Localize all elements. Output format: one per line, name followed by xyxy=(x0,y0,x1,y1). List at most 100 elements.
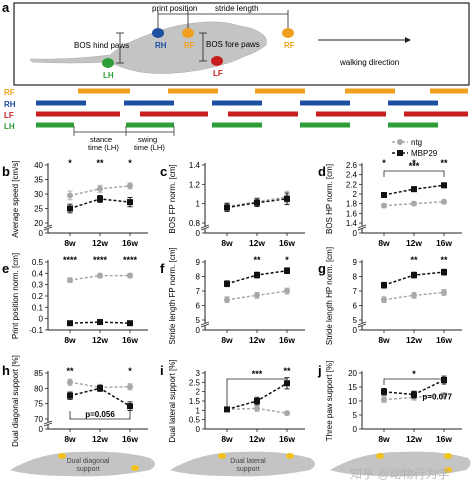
y-tick-label: 7 xyxy=(196,287,201,296)
y-tick-label: 0 xyxy=(39,425,44,434)
panel-h: h 070 75 80 85 Dual diagonal support [%] 8w 12w… xyxy=(2,355,148,447)
data-point-ntg xyxy=(441,289,447,296)
gait-bar-lf-4 xyxy=(404,111,468,117)
rf-paw-icon xyxy=(182,28,194,38)
data-point-ntg xyxy=(97,272,103,279)
swing-time-label: swing time (LH) xyxy=(134,135,165,152)
dual-diagonal-support-illustration: Dual diagonal support xyxy=(10,451,155,477)
legend-ntg-marker xyxy=(397,139,403,145)
comparison-label: p=0.056 xyxy=(85,410,115,419)
comparison-label: *** xyxy=(409,161,420,171)
data-point-mbp29 xyxy=(97,319,103,326)
data-point-mbp29 xyxy=(224,280,230,287)
gait-label-rf: RF xyxy=(4,88,15,97)
data-point-ntg xyxy=(67,277,73,284)
lh-paw-label: LH xyxy=(103,71,114,80)
significance-mark: **** xyxy=(93,255,108,265)
x-tick-label: 8w xyxy=(378,434,390,444)
data-point-mbp29 xyxy=(127,403,133,410)
panel-letter-j: j xyxy=(317,363,322,378)
y-axis-label: BOS HP norm. [cm] xyxy=(325,164,334,234)
panel-j: j 0 5 10 15 20 Three paw support [%] 8w 12w 16w * p… xyxy=(317,361,462,444)
significance-mark: * xyxy=(128,366,132,376)
gait-bar-rh-0 xyxy=(36,100,86,106)
data-point-mbp29 xyxy=(97,385,103,392)
comparison-label: * xyxy=(412,369,416,379)
legend-mbp29-marker xyxy=(397,150,403,156)
axis-break-mark xyxy=(43,224,53,229)
axis-break-mark xyxy=(43,422,53,427)
gait-bar-rh-2 xyxy=(212,100,262,106)
x-tick-label: 12w xyxy=(249,434,265,444)
data-point-ntg xyxy=(411,200,417,207)
gait-bar-lh-0 xyxy=(36,122,74,128)
data-point-mbp29 xyxy=(67,320,73,327)
data-point-mbp29 xyxy=(441,182,447,189)
significance-mark: * xyxy=(285,255,289,265)
axis-break-mark xyxy=(43,226,53,231)
data-point-mbp29 xyxy=(441,269,447,276)
y-tick-label: 15 xyxy=(348,383,357,392)
y-tick-label: 9 xyxy=(196,258,201,267)
y-tick-label: 2.2 xyxy=(346,180,358,189)
data-point-mbp29 xyxy=(67,205,73,212)
x-tick-label: 16w xyxy=(436,238,452,248)
gait-bar-rh-1 xyxy=(124,100,174,106)
x-tick-label: 16w xyxy=(122,238,138,248)
data-point-mbp29 xyxy=(284,195,290,202)
x-tick-label: 8w xyxy=(64,434,76,444)
data-point-mbp29 xyxy=(381,282,387,289)
legend-ntg-label: ntg xyxy=(411,138,422,147)
legend-mbp29-label: MBP29 xyxy=(411,149,438,158)
significance-mark: ** xyxy=(253,255,261,265)
gait-bar-lh-4 xyxy=(388,122,438,128)
data-point-ntg xyxy=(441,392,447,399)
significance-mark: ** xyxy=(96,158,104,168)
axis-break-gap xyxy=(202,226,208,229)
panel-letter-b: b xyxy=(2,164,10,179)
x-tick-label: 12w xyxy=(406,335,422,345)
significance-mark: ** xyxy=(66,366,74,376)
y-tick-label: 0.3 xyxy=(32,281,44,290)
significance-mark: * xyxy=(382,158,386,168)
y-tick-label: 0.5 xyxy=(189,416,201,425)
y-tick-label: 9 xyxy=(353,258,358,267)
watermark: 知乎 @动物行为学 xyxy=(350,466,450,481)
axis-break-gap xyxy=(45,422,51,425)
panel-f: f 05 6 7 8 9 Stride length FP norm. [cm] 8w 12w 1… xyxy=(160,247,305,345)
panel-letter-f: f xyxy=(160,261,165,276)
comparison-label: *** xyxy=(252,369,263,379)
x-tick-label: 12w xyxy=(92,238,108,248)
x-tick-label: 8w xyxy=(378,238,390,248)
lh-paw-icon xyxy=(102,58,114,68)
data-point-ntg xyxy=(224,296,230,303)
bos-hind-paws-label: BOS hind paws xyxy=(74,41,129,50)
stance-swing-brackets xyxy=(73,126,175,136)
panel-letter-a: a xyxy=(2,0,10,15)
x-tick-label: 8w xyxy=(221,434,233,444)
data-point-ntg xyxy=(381,296,387,303)
significance-mark: * xyxy=(68,158,72,168)
panel-letter-c: c xyxy=(160,164,167,179)
x-tick-label: 12w xyxy=(249,335,265,345)
panel-letter-d: d xyxy=(318,164,326,179)
comparison-bracket xyxy=(383,170,445,177)
significance-mark: ** xyxy=(283,366,291,376)
rh-paw-label: RH xyxy=(155,41,167,50)
x-tick-label: 12w xyxy=(406,238,422,248)
y-tick-label: 2 xyxy=(196,388,201,397)
gait-bar-lh-2 xyxy=(212,122,262,128)
gait-label-rh: RH xyxy=(4,100,16,109)
axis-break-mark xyxy=(43,420,53,425)
y-axis-label: Stride length FP norm. [cm] xyxy=(168,247,177,344)
y-tick-label: 8 xyxy=(196,273,201,282)
data-point-mbp29 xyxy=(97,195,103,202)
x-tick-label: 16w xyxy=(122,335,138,345)
y-tick-label: 40 xyxy=(34,161,43,170)
axis-break-mark xyxy=(200,323,210,328)
axis-break-mark xyxy=(357,226,367,231)
dual-diagonal-support-label: Dual diagonal support xyxy=(67,458,110,473)
panel-letter-g: g xyxy=(318,261,326,276)
gait-bar-rf-4 xyxy=(430,88,468,94)
significance-mark: **** xyxy=(63,255,78,265)
